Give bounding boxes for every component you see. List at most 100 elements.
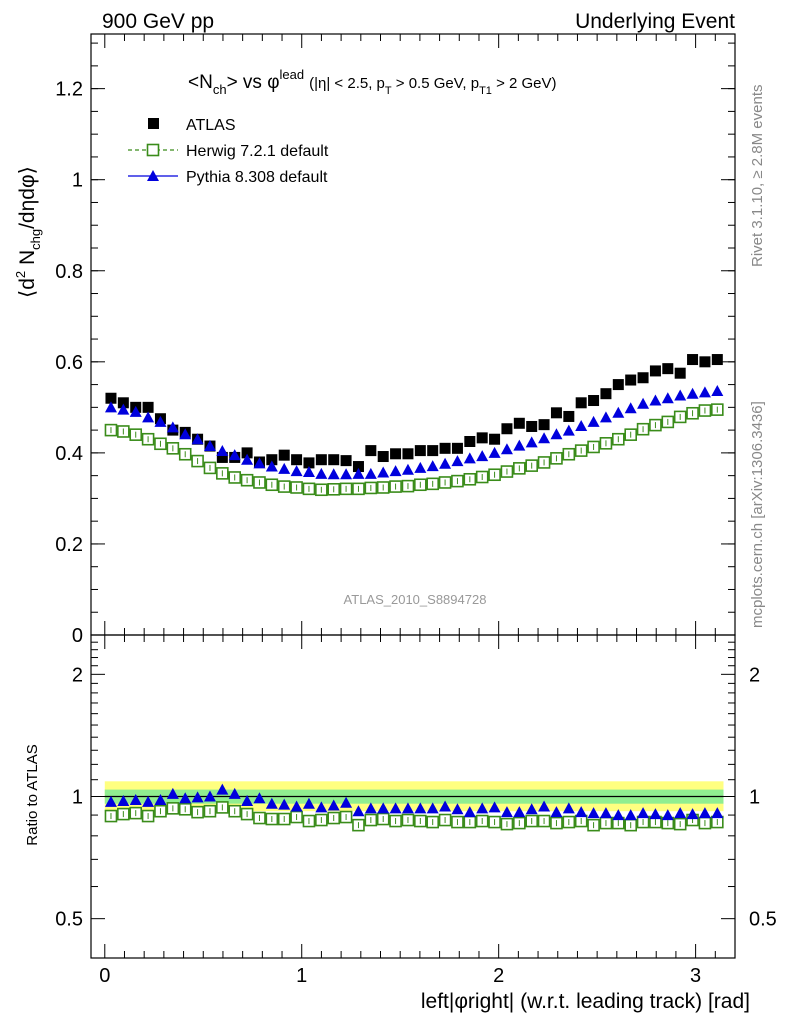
pythia-point [674,389,687,401]
main-y-tick-label: 0.6 [55,352,83,374]
atlas-point [699,356,711,368]
pythia-ratio-point [104,795,117,807]
atlas-point [241,447,253,459]
ylabel-sub: chg [28,229,43,250]
title-cuts-c: > 2 GeV) [492,75,557,92]
atlas-point [117,397,129,409]
legend-label-herwig: Herwig 7.2.1 default [186,143,329,160]
main-y-tick-label: 1 [72,170,83,192]
title-main-sup: lead [280,67,305,82]
pythia-point [637,397,650,409]
pythia-point [500,443,513,455]
ylabel-sup: 2 [13,271,28,278]
legend-marker-atlas [148,118,159,129]
pythia-ratio-point [401,802,414,814]
atlas-point [291,454,303,466]
atlas-point [328,454,340,466]
pythia-point [525,436,538,448]
atlas-point [216,451,228,463]
pythia-point [203,440,216,452]
pythia-point [538,432,551,444]
pythia-point [253,457,266,469]
pythia-ratio-point [698,807,711,819]
pythia-ratio-point [500,806,513,818]
pythia-ratio-point [599,807,612,819]
pythia-ratio-point [377,802,390,814]
analysis-label: ATLAS_2010_S8894728 [344,592,487,607]
pythia-point [278,462,291,474]
atlas-point [526,420,538,432]
pythia-point [513,439,526,451]
atlas-point [414,445,426,457]
ratio-x-tick-label: 3 [690,965,701,987]
atlas-point [612,379,624,391]
pythia-ratio-point [302,797,315,809]
pythia-ratio-point [550,806,563,818]
pythia-point [154,415,167,427]
atlas-point [278,449,290,461]
pythia-point [439,457,452,469]
title-cuts-sub2: T1 [479,85,492,97]
pythia-ratio-point [562,802,575,814]
pythia-ratio-point [290,800,303,812]
pythia-ratio-point [451,803,464,815]
pythia-point [166,421,179,433]
pythia-point [315,467,328,479]
pythia-point [364,467,377,479]
pythia-ratio-point [426,802,439,814]
pythia-ratio-point [463,806,476,818]
pythia-ratio-point [265,797,278,809]
title-main-a: <N [188,72,213,93]
atlas-point [402,448,414,460]
atlas-point [451,442,463,454]
pythia-point [377,466,390,478]
pythia-ratio-point [179,792,192,804]
pythia-ratio-point [142,795,155,807]
pythia-point [550,428,563,440]
pythia-ratio-point [624,809,637,821]
pythia-ratio-point [216,783,229,795]
pythia-point [129,405,142,417]
pythia-ratio-point [340,796,353,808]
pythia-ratio-point [711,807,724,819]
pythia-point [451,455,464,467]
pythia-ratio-point [191,791,204,803]
y-axis-label-ratio: Ratio to ATLAS [24,744,41,845]
atlas-point [538,419,550,431]
atlas-point [476,432,488,444]
atlas-point [142,401,154,413]
pythia-ratio-point [587,807,600,819]
atlas-point [588,395,600,407]
atlas-point [637,372,649,384]
pythia-point [179,428,192,440]
pythia-ratio-point [327,799,340,811]
atlas-point [513,417,525,429]
pythia-ratio-point [203,790,216,802]
pythia-ratio-point [278,798,291,810]
pythia-point [117,403,130,415]
atlas-point [575,397,587,409]
x-axis-label: left|φright| (w.r.t. leading track) [rad… [421,990,750,1013]
pythia-point [463,452,476,464]
pythia-point [401,463,414,475]
ratio-y-tick-label-right: 1 [749,787,760,809]
chart-title: <Nch> vs φlead (|η| < 2.5, pT > 0.5 GeV, … [188,67,557,97]
ratio-y-tick-label-right: 0.5 [749,909,777,931]
main-y-tick-label: 0 [72,625,83,647]
main-y-tick-label: 1.2 [55,79,83,101]
main-y-tick-label: 0.2 [55,534,83,556]
atlas-point [427,445,439,457]
pythia-point [661,392,674,404]
atlas-point [687,354,699,366]
ratio-y-tick-label: 0.5 [55,909,83,931]
ratio-y-tick-label: 1 [72,787,83,809]
pythia-ratio-point [315,801,328,813]
pythia-point [711,384,724,396]
pythia-ratio-point [241,794,254,806]
pythia-point [352,467,365,479]
legend-label-atlas: ATLAS [186,117,236,134]
legend-marker-herwig [146,143,160,157]
pythia-point [686,387,699,399]
pythia-ratio-point [476,802,489,814]
